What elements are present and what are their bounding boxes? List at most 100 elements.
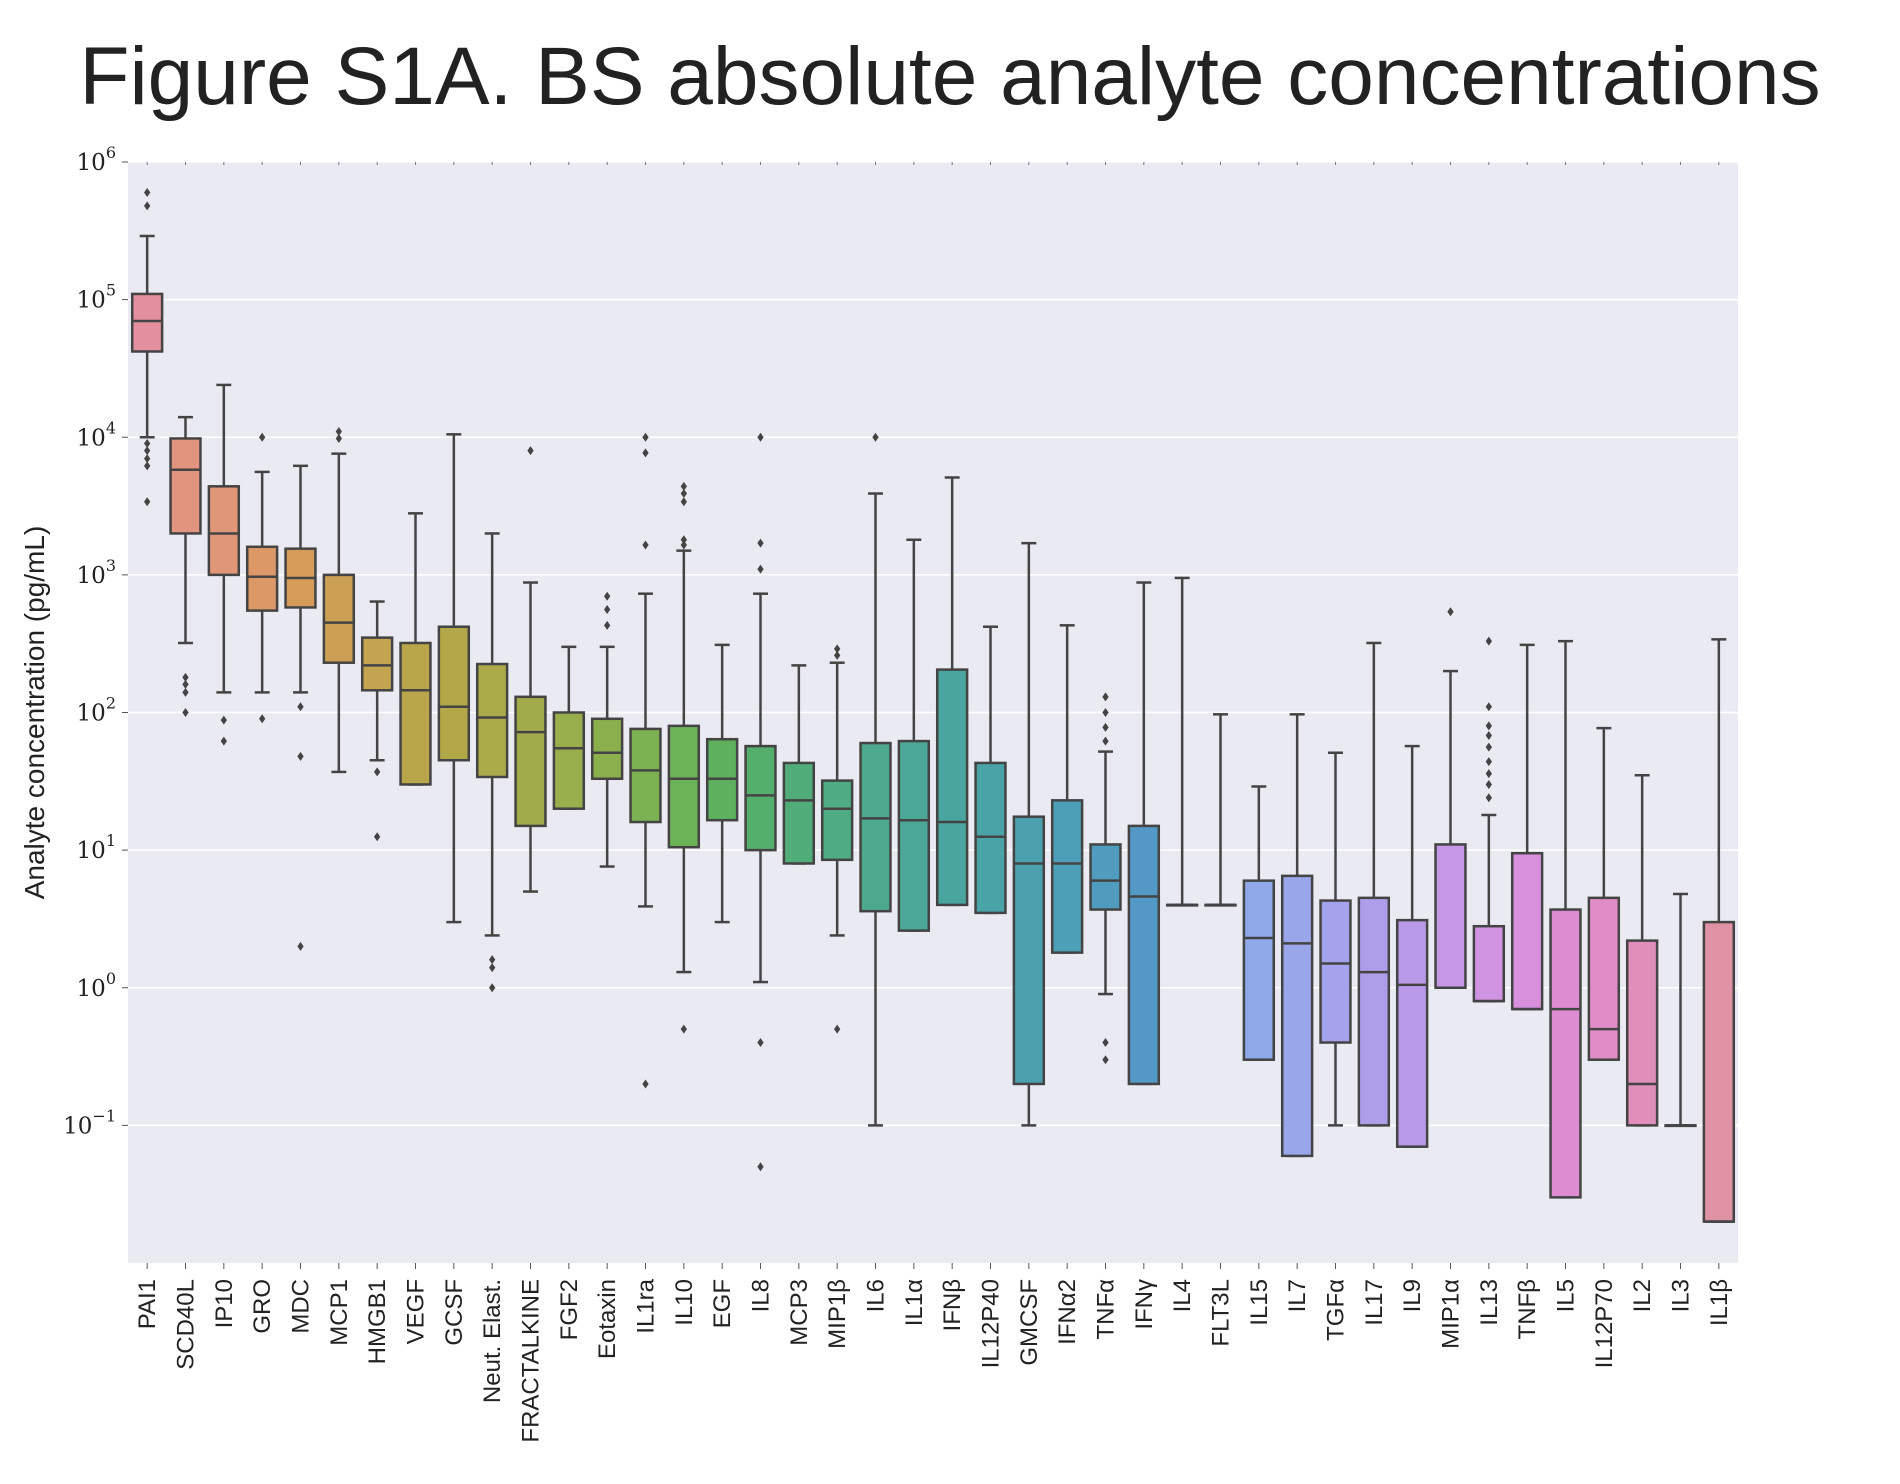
box-hmgb1	[360, 600, 394, 842]
box-pai1	[130, 188, 164, 507]
y-tick-exponent: 5	[106, 281, 116, 300]
box-il13	[1472, 636, 1506, 1003]
box-mip1-	[820, 644, 854, 1034]
outlier-point	[642, 448, 649, 458]
outlier-point	[297, 751, 304, 761]
box-body	[859, 741, 892, 913]
y-tick-base: 10	[77, 150, 106, 176]
outlier-point	[297, 941, 304, 951]
outlier-point	[144, 439, 151, 449]
y-tick-label: 102	[77, 694, 116, 727]
x-tick-label: IL2	[1629, 1279, 1656, 1312]
outlier-point	[680, 540, 687, 550]
outlier-point	[642, 540, 649, 550]
x-tick-label: IL1β	[1706, 1279, 1733, 1326]
box-body	[1702, 920, 1736, 1223]
box-body	[1089, 843, 1122, 911]
box-il15	[1242, 785, 1276, 1061]
x-tick-label: MCP1	[326, 1279, 353, 1346]
y-tick-label: 106	[77, 143, 116, 176]
box-body	[897, 739, 931, 932]
outlier-point	[757, 564, 764, 574]
box-il10	[667, 481, 701, 1034]
outlier-point	[182, 672, 189, 682]
box-scd40l	[169, 415, 202, 717]
box-body	[1127, 824, 1161, 1086]
box-body	[1280, 874, 1314, 1158]
box-body	[1472, 924, 1506, 1003]
box-body	[169, 437, 202, 535]
x-tick-label: IL9	[1399, 1279, 1426, 1312]
x-tick-label: IL6	[863, 1279, 890, 1312]
x-tick-label: MCP3	[786, 1279, 813, 1346]
y-tick-base: 10	[77, 976, 106, 1002]
box-tnf-	[1089, 692, 1122, 1065]
outlier-point	[680, 535, 687, 545]
box-fractalkine	[514, 446, 547, 893]
box-body	[1510, 851, 1544, 1011]
x-tick-label: IL3	[1668, 1279, 1695, 1312]
outlier-point	[182, 687, 189, 697]
box-body	[360, 636, 394, 692]
outlier-point	[1102, 1055, 1109, 1065]
box-body	[1050, 799, 1084, 954]
outlier-point	[1447, 607, 1454, 617]
outlier-point	[144, 454, 151, 464]
y-tick-base: 10	[63, 1113, 92, 1139]
box-body	[437, 625, 471, 762]
y-axis-title: Analyte concentration (pg/mL)	[19, 526, 50, 900]
outlier-point	[834, 1024, 841, 1034]
outlier-point	[297, 702, 304, 712]
y-tick-label: 103	[77, 556, 116, 589]
outlier-point	[335, 433, 342, 443]
outlier-point	[1102, 736, 1109, 746]
x-tick-label: SCD40L	[173, 1279, 200, 1370]
x-tick-label: FLT3L	[1208, 1279, 1235, 1347]
outlier-point	[680, 489, 687, 499]
outlier-point	[1485, 779, 1492, 789]
box-body	[399, 641, 432, 786]
y-tick-label: 105	[77, 281, 116, 314]
outlier-point	[1485, 731, 1492, 741]
x-tick-label: IL7	[1284, 1279, 1311, 1312]
box-body	[1357, 896, 1391, 1127]
outlier-point	[374, 832, 381, 842]
x-tick-label: IFNγ	[1131, 1279, 1158, 1330]
x-tick-label: TNFα	[1093, 1279, 1120, 1340]
outlier-point	[834, 644, 841, 654]
outlier-point	[872, 432, 879, 442]
outlier-point	[604, 620, 611, 630]
y-tick-exponent: 2	[106, 694, 116, 713]
outlier-point	[489, 963, 496, 973]
x-tick-label: TGFα	[1323, 1279, 1350, 1341]
box-il2	[1625, 773, 1659, 1127]
x-tick-label: FGF2	[556, 1279, 583, 1340]
box-body	[1434, 843, 1467, 990]
x-tick-label: FRACTALKINE	[518, 1279, 545, 1443]
outlier-point	[489, 983, 496, 993]
outlier-point	[680, 497, 687, 507]
x-tick-label: IL1ra	[633, 1278, 660, 1333]
x-tick-label: TNFβ	[1514, 1279, 1541, 1339]
outlier-point	[527, 446, 534, 456]
outlier-point	[1485, 757, 1492, 767]
y-tick-exponent: 6	[106, 143, 116, 162]
box-mcp3	[782, 664, 816, 865]
outlier-point	[259, 432, 266, 442]
outlier-point	[1485, 742, 1492, 752]
outlier-point	[144, 446, 151, 456]
outlier-point	[757, 1162, 764, 1172]
box-mcp1	[322, 427, 356, 774]
x-tick-label: VEGF	[403, 1279, 430, 1344]
x-tick-label: MIP1α	[1438, 1279, 1465, 1349]
box-body	[1587, 896, 1621, 1061]
outlier-point	[642, 1079, 649, 1089]
outlier-point	[220, 736, 227, 746]
box-body	[514, 695, 547, 828]
box-body	[1242, 879, 1276, 1061]
outlier-point	[1102, 722, 1109, 732]
x-tick-label: IFNβ	[939, 1279, 966, 1331]
x-tick-label: GMCSF	[1016, 1279, 1043, 1366]
y-tick-base: 10	[77, 838, 106, 864]
